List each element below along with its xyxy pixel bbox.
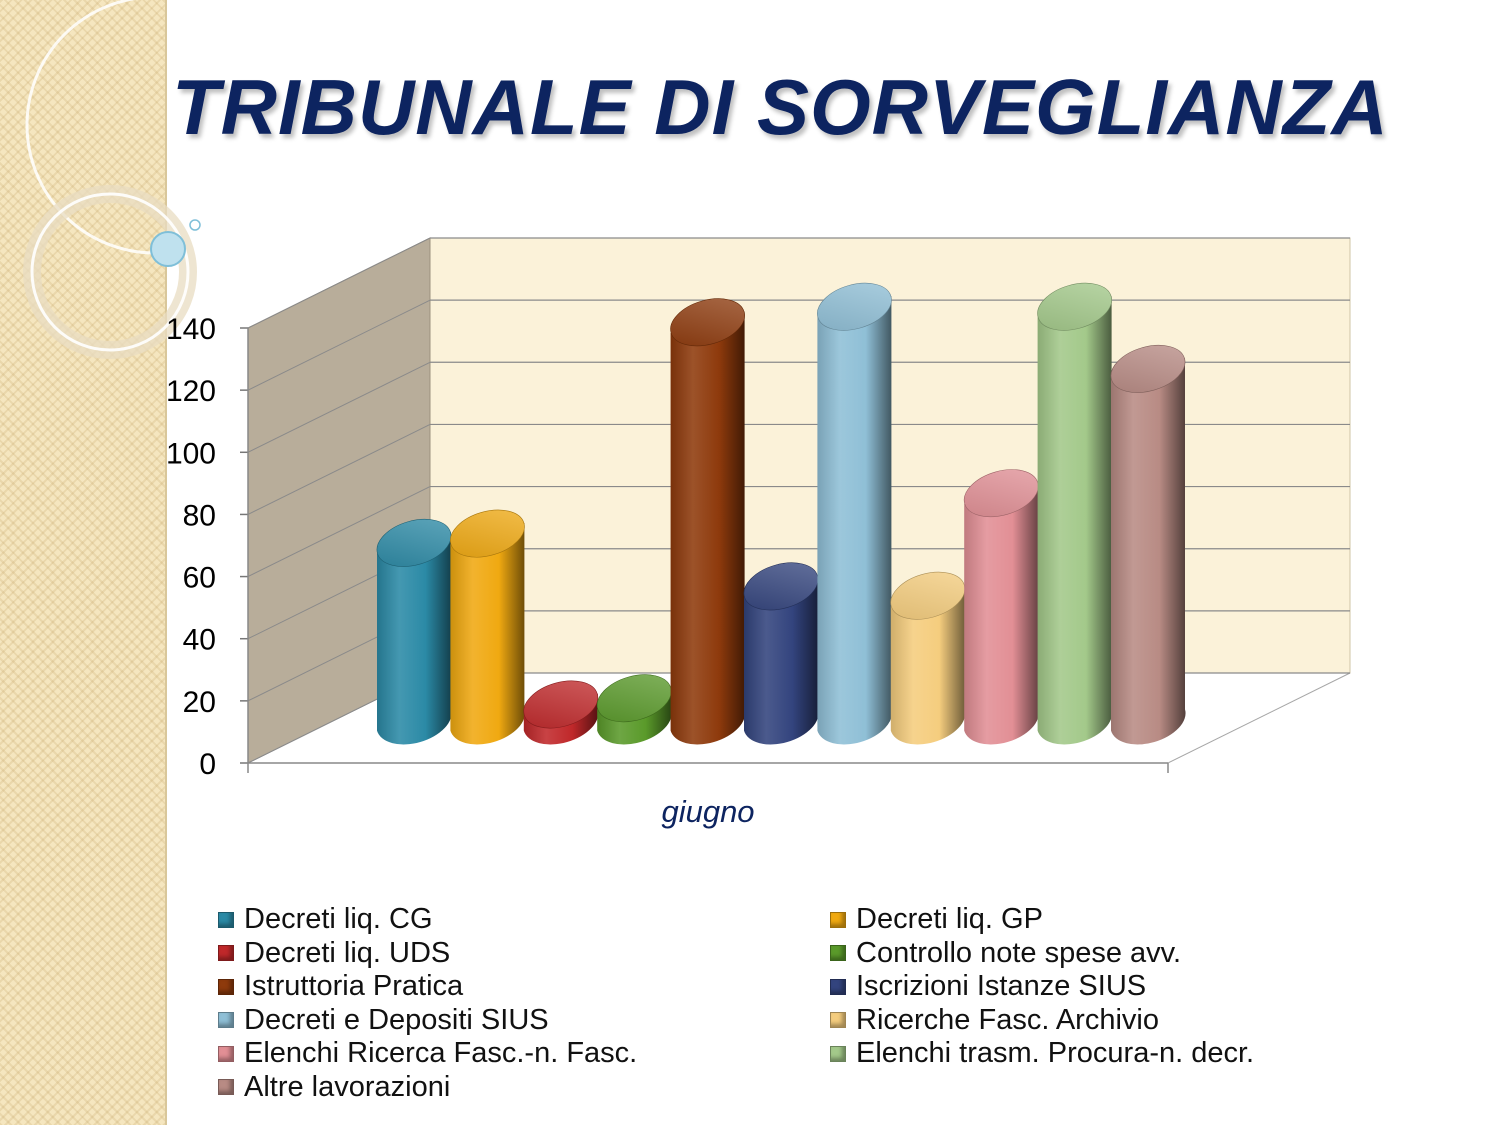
legend-swatch — [218, 1012, 234, 1029]
legend-swatch — [218, 1079, 234, 1096]
y-tick-label: 100 — [166, 437, 216, 470]
chart-labels: 0 20 40 60 80 100 120 140 giugno — [166, 313, 755, 829]
y-tick-label: 20 — [183, 686, 216, 719]
legend-item: Elenchi trasm. Procura-n. decr. — [830, 1037, 1350, 1071]
legend-label: Ricerche Fasc. Archivio — [856, 1003, 1159, 1036]
gridline-side — [247, 299, 431, 391]
bar-top — [817, 282, 892, 331]
legend-label: Controllo note spese avv. — [856, 936, 1182, 969]
legend-item: Decreti liq. UDS — [218, 937, 830, 971]
chart-axes — [240, 327, 1169, 773]
y-tick-label: 120 — [166, 375, 216, 408]
legend-label: Decreti e Depositi SIUS — [244, 1003, 549, 1036]
bar-top — [376, 518, 452, 567]
bar-body — [744, 575, 819, 745]
legend-label: Elenchi Ricerca Fasc.-n. Fasc. — [244, 1037, 638, 1069]
bar-11 — [1110, 344, 1186, 745]
legend-label: Decreti liq. GP — [856, 903, 1043, 935]
bar-body — [377, 532, 452, 745]
legend-item: Decreti liq. CG — [218, 903, 830, 937]
y-tick-label: 0 — [199, 748, 216, 781]
x-category-label: giugno — [661, 794, 754, 829]
legend-swatch — [830, 911, 846, 928]
bar-7 — [817, 282, 892, 745]
gridline-side — [247, 423, 431, 515]
y-tick-label: 60 — [183, 562, 216, 595]
bar-body — [450, 522, 525, 745]
legend-swatch — [218, 945, 234, 962]
legend-label: Decreti liq. CG — [244, 903, 433, 935]
bar-top — [1037, 282, 1112, 331]
y-tick-label: 140 — [166, 313, 216, 346]
legend-item: Istruttoria Pratica — [218, 970, 830, 1004]
bar-body — [890, 585, 966, 745]
bar-6 — [743, 562, 819, 745]
bar-3 — [523, 680, 599, 745]
gridline-side — [247, 361, 431, 453]
legend-label: Decreti liq. UDS — [244, 936, 451, 969]
bar-body — [817, 296, 892, 745]
legend-swatch — [830, 1012, 846, 1029]
bar-8 — [890, 571, 966, 745]
legend-swatch — [830, 978, 846, 995]
bar-10 — [1037, 282, 1113, 745]
legend-swatch — [830, 945, 846, 962]
legend-label: Elenchi trasm. Procura-n. decr. — [856, 1037, 1255, 1069]
bar-top — [670, 298, 745, 347]
gridline-side — [247, 237, 431, 329]
legend-item: Elenchi Ricerca Fasc.-n. Fasc. — [218, 1037, 830, 1071]
chart-bars — [376, 282, 1186, 745]
legend-swatch — [218, 978, 234, 995]
bar-9 — [963, 469, 1039, 745]
y-tick-label: 80 — [183, 499, 216, 532]
legend-swatch — [218, 1045, 234, 1062]
bar-5 — [670, 298, 746, 745]
legend-item: Decreti liq. GP — [830, 903, 1350, 937]
bar-top — [523, 680, 599, 729]
bar-body — [1037, 296, 1113, 745]
chart-legend: Decreti liq. CG Decreti liq. GP Decreti li… — [218, 903, 1368, 1104]
bar-4 — [596, 674, 672, 745]
gridline-side — [247, 486, 431, 578]
legend-item: Decreti e Depositi SIUS — [218, 1004, 830, 1038]
legend-label: Iscrizioni Istanze SIUS — [856, 970, 1147, 1002]
slide-title: TRIBUNALE DI SORVEGLIANZA — [172, 63, 1389, 151]
legend-label: Istruttoria Pratica — [244, 970, 464, 1002]
bar-2 — [450, 509, 525, 745]
legend-label: Altre lavorazioni — [244, 1070, 451, 1103]
bar-body — [670, 311, 746, 745]
bar-top — [450, 509, 525, 558]
bar-1 — [376, 518, 452, 745]
legend-swatch — [830, 1045, 846, 1062]
bar-body — [1111, 358, 1186, 745]
bar-top — [1110, 344, 1186, 393]
y-tick-label: 40 — [183, 624, 216, 657]
legend-item: Iscrizioni Istanze SIUS — [830, 970, 1350, 1004]
legend-swatch — [218, 911, 234, 928]
legend-item: Controllo note spese avv. — [830, 937, 1350, 971]
legend-item: Ricerche Fasc. Archivio — [830, 1004, 1350, 1038]
bar-body — [964, 482, 1039, 745]
legend-item: Altre lavorazioni — [218, 1071, 830, 1105]
